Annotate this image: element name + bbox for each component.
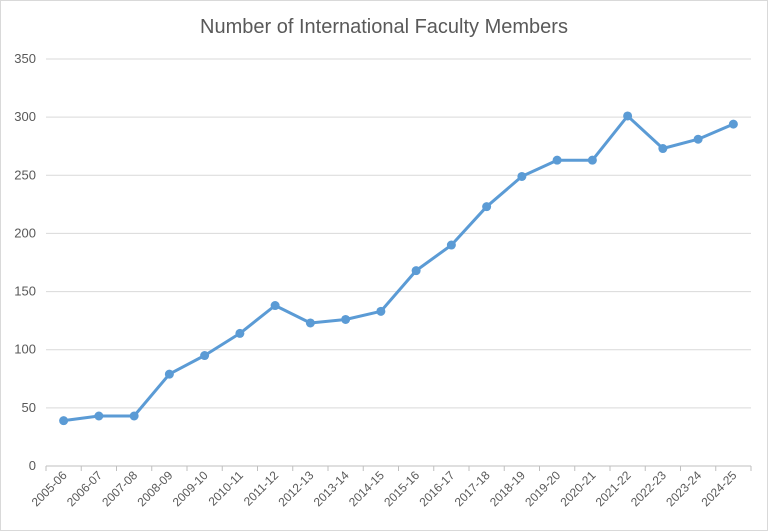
- x-tick-label: 2007-08: [99, 468, 140, 509]
- x-tick-label: 2008-09: [134, 468, 175, 509]
- chart-title: Number of International Faculty Members: [200, 16, 568, 38]
- x-tick-label: 2022-23: [628, 468, 669, 509]
- data-point: [587, 155, 597, 165]
- y-tick-label: 100: [14, 342, 36, 357]
- data-point: [552, 155, 562, 165]
- y-tick-label: 350: [14, 51, 36, 66]
- x-tick-label: 2023-24: [663, 468, 704, 509]
- x-tick-label: 2017-18: [452, 468, 493, 509]
- data-point: [658, 144, 668, 154]
- data-point: [270, 301, 280, 311]
- x-tick-label: 2016-17: [416, 468, 457, 509]
- x-tick-label: 2011-12: [241, 468, 282, 509]
- data-point: [693, 134, 703, 144]
- x-tick-label: 2009-10: [170, 468, 211, 509]
- x-tick-label: 2006-07: [64, 468, 105, 509]
- data-point: [94, 411, 104, 421]
- y-tick-label: 50: [22, 400, 36, 415]
- x-tick-label: 2018-19: [487, 468, 528, 509]
- data-point: [200, 351, 210, 361]
- x-tick-label: 2013-14: [311, 468, 352, 509]
- data-point: [728, 119, 738, 129]
- data-point: [305, 318, 315, 328]
- x-tick-label: 2010-11: [206, 468, 247, 509]
- y-tick-label: 250: [14, 167, 36, 182]
- x-tick-label: 2012-13: [275, 468, 316, 509]
- x-tick-label: 2015-16: [381, 468, 422, 509]
- x-tick-label: 2019-20: [522, 468, 563, 509]
- x-tick-label: 2021-22: [593, 468, 634, 509]
- data-point: [376, 306, 386, 316]
- x-tick-label: 2005-06: [29, 468, 70, 509]
- data-point: [129, 411, 139, 421]
- data-point: [482, 202, 492, 212]
- y-tick-label: 200: [14, 225, 36, 240]
- data-point: [446, 240, 456, 250]
- data-point: [164, 369, 174, 379]
- y-tick-label: 0: [29, 458, 36, 473]
- data-point: [411, 266, 421, 276]
- data-point: [623, 111, 633, 121]
- x-tick-label: 2014-15: [346, 468, 387, 509]
- x-tick-label: 2024-25: [698, 468, 739, 509]
- y-tick-label: 300: [14, 109, 36, 124]
- y-tick-label: 150: [14, 284, 36, 299]
- data-point: [341, 314, 351, 324]
- series-line: [62, 114, 735, 423]
- data-point: [235, 328, 245, 338]
- data-point: [517, 171, 527, 181]
- data-point: [59, 416, 69, 426]
- x-tick-label: 2020-21: [557, 468, 598, 509]
